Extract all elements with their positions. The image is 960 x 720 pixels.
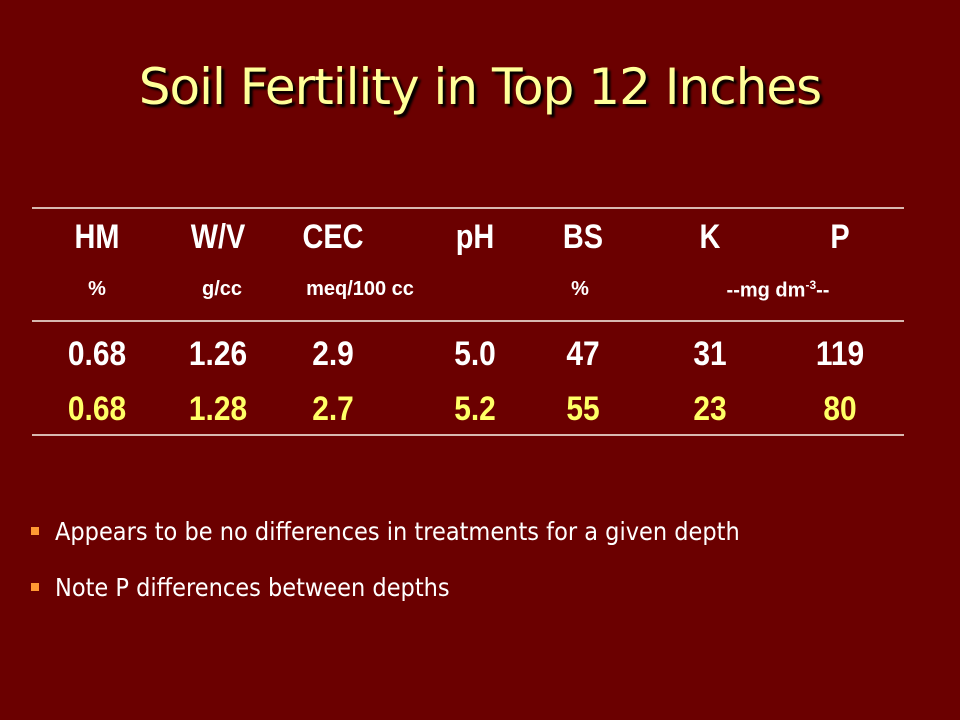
slide-title: Soil Fertility in Top 12 Inches: [138, 58, 822, 116]
table-cell: 0.68: [67, 390, 127, 428]
table-cell: 23: [693, 390, 727, 428]
table-cell: 119: [815, 335, 865, 373]
table-cell: 5.2: [454, 390, 496, 428]
table-cell: 80: [823, 390, 857, 428]
table-cell: 55: [566, 390, 600, 428]
column-header: BS: [562, 218, 604, 256]
unit-part: -3: [805, 278, 817, 292]
bullet-text: Note P differences between depths: [55, 573, 450, 602]
table-cell: 2.7: [312, 390, 354, 428]
column-header: pH: [455, 218, 495, 256]
table-cell: 1.28: [188, 390, 248, 428]
column-header: K: [699, 218, 721, 256]
table-cell: 47: [566, 335, 600, 373]
table-cell: 5.0: [454, 335, 496, 373]
table-cell: 31: [693, 335, 727, 373]
column-header: P: [830, 218, 850, 256]
table-rule: [32, 320, 904, 322]
unit-part: --: [816, 279, 830, 302]
column-unit: meq/100 cc: [306, 278, 414, 300]
bullet-marker: [31, 527, 39, 535]
bullet-marker: [31, 583, 39, 591]
column-unit: g/cc: [201, 278, 243, 300]
table-cell: 2.9: [312, 335, 354, 373]
table-rule: [32, 207, 904, 209]
column-unit: %: [88, 278, 106, 300]
table-cell: 0.68: [67, 335, 127, 373]
column-unit: %: [571, 278, 589, 300]
column-header: CEC: [302, 218, 364, 256]
table-cell: 1.26: [188, 335, 248, 373]
table-rule: [32, 434, 904, 436]
column-header: W/V: [190, 218, 246, 256]
bullet-text: Appears to be no differences in treatmen…: [55, 517, 740, 546]
unit-part: --mg dm: [726, 279, 806, 302]
column-unit: --mg dm-3--: [727, 278, 830, 303]
column-header: HM: [74, 218, 120, 256]
